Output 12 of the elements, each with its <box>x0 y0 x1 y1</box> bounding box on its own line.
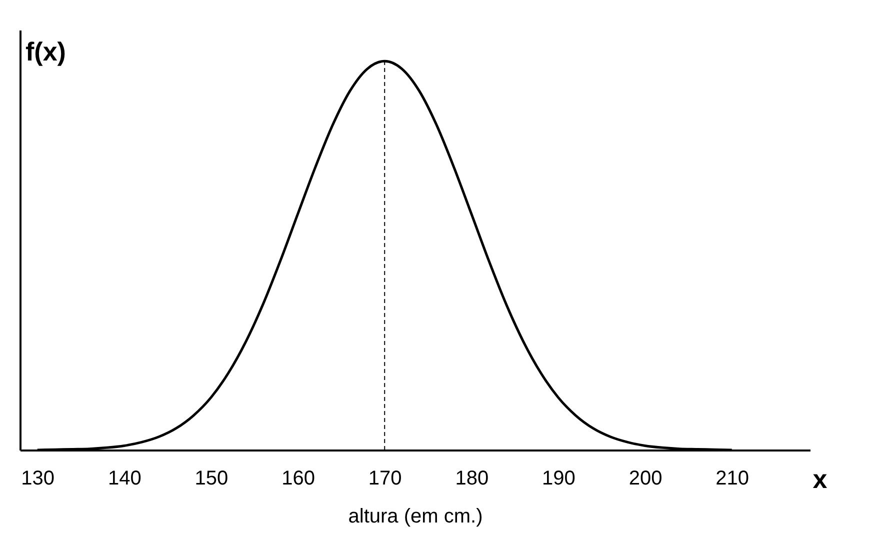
x-tick-label: 190 <box>542 468 576 490</box>
x-tick-label: 160 <box>282 468 315 490</box>
x-tick-label: 130 <box>21 468 55 490</box>
y-axis-title: f(x) <box>26 36 66 66</box>
x-tick-label: 200 <box>628 468 662 490</box>
x-tick-label: 150 <box>194 468 228 490</box>
x-tick-label: 210 <box>716 468 750 490</box>
x-axis-title: altura (em cm.) <box>348 506 483 528</box>
text: x <box>812 464 828 494</box>
x-tick-label: 170 <box>368 468 402 490</box>
x-tick-label: 140 <box>108 468 142 490</box>
x-tick-label: 180 <box>455 468 489 490</box>
